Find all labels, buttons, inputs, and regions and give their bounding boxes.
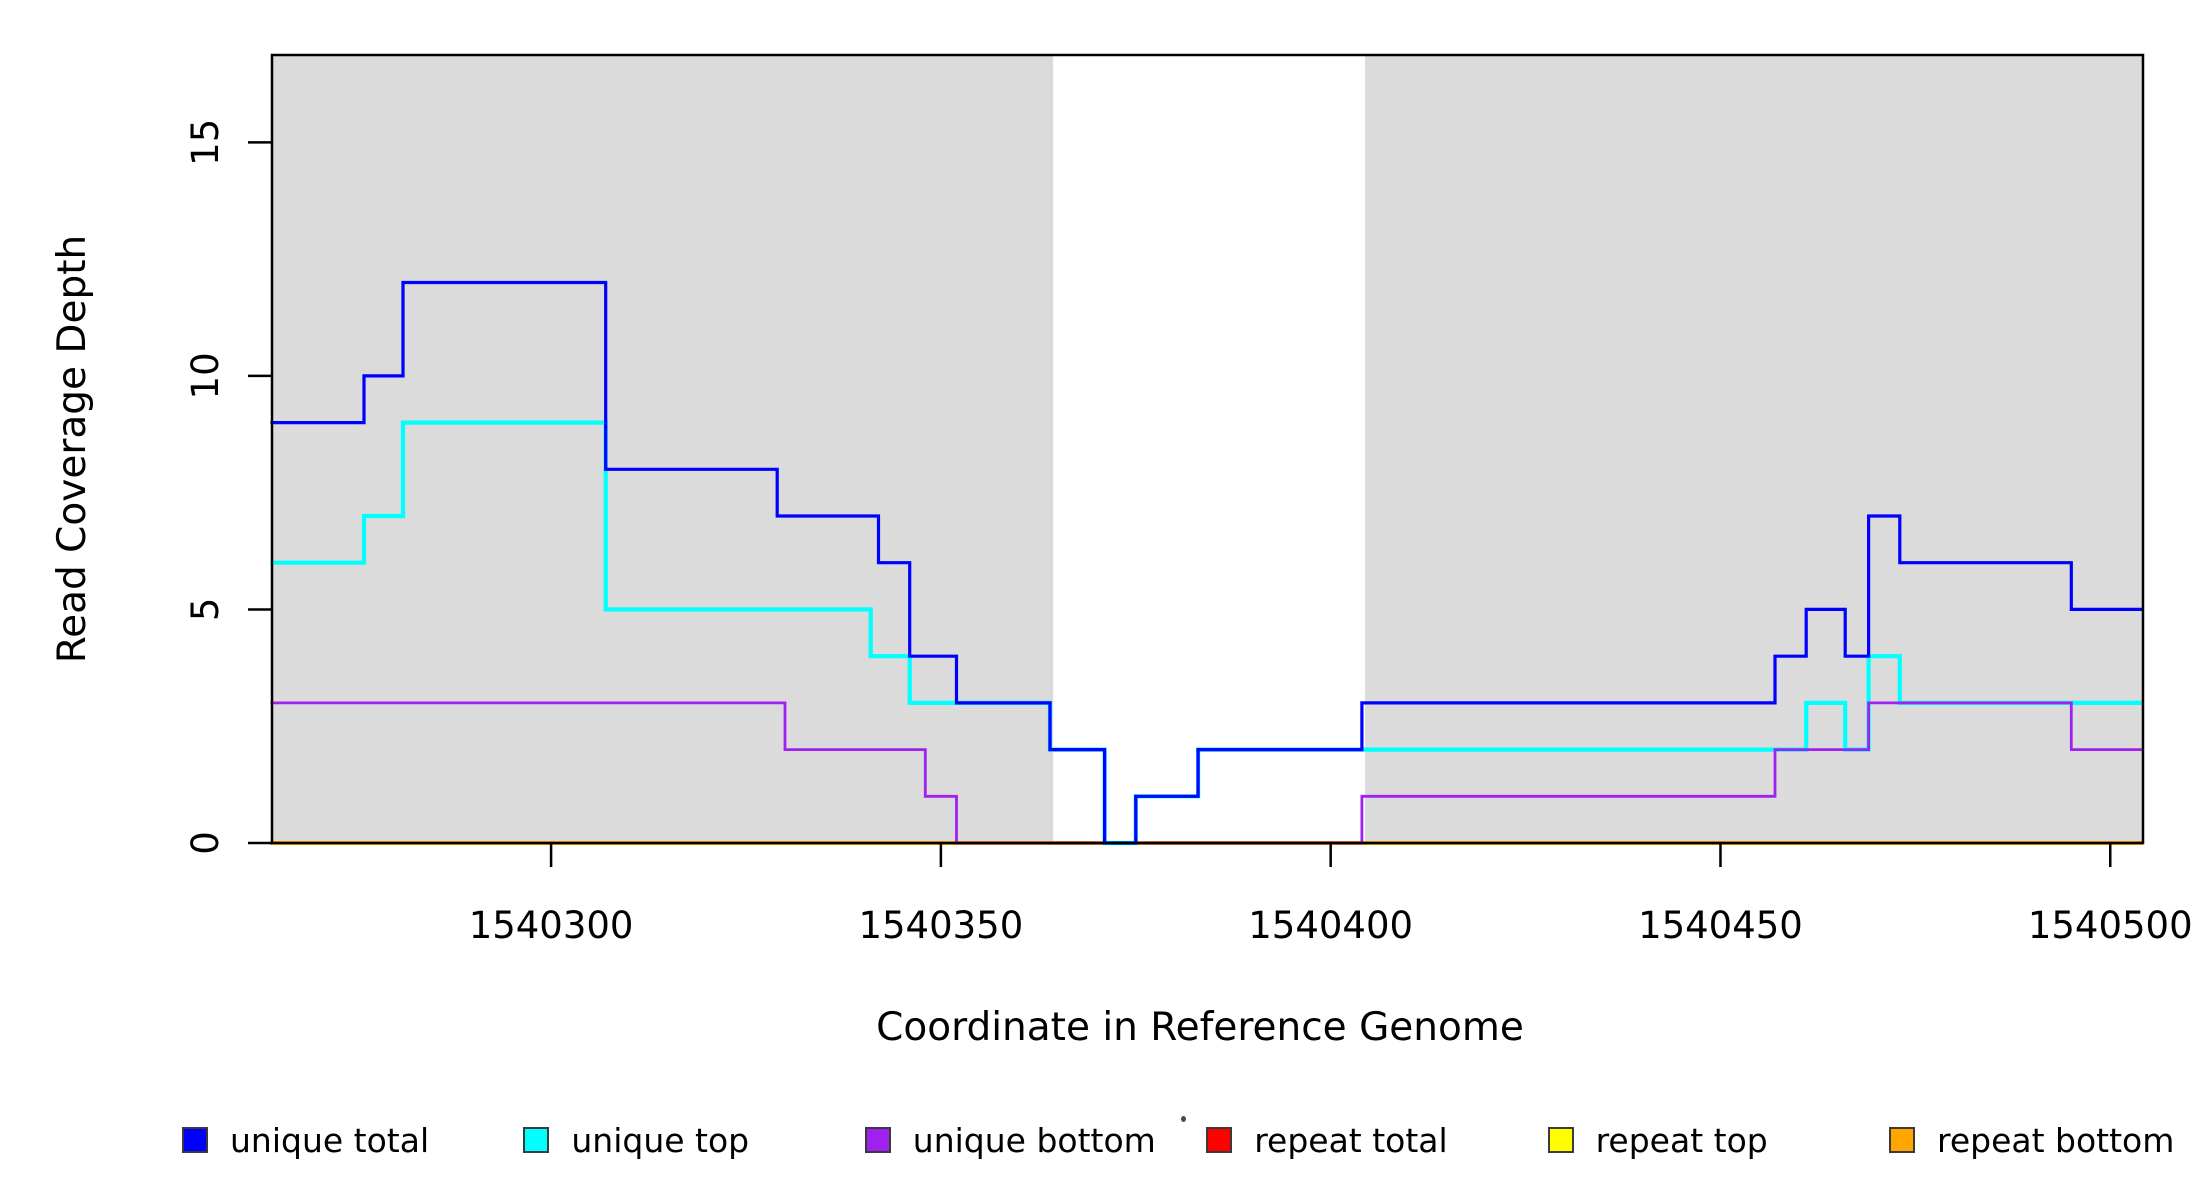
y-tick-label: 10 — [184, 352, 227, 399]
plot-border — [270, 53, 2145, 845]
legend-swatch-repeat-total — [1206, 1127, 1233, 1153]
legend-item-repeat-total: repeat total — [1206, 1120, 1448, 1160]
y-tick-label: 0 — [184, 831, 227, 855]
x-tick-label: 1540300 — [469, 904, 634, 947]
x-axis-title: Coordinate in Reference Genome — [876, 1005, 1524, 1050]
unique-region-shading — [1364, 55, 2143, 843]
legend-label-unique-total: unique total — [230, 1120, 430, 1160]
legend-swatch-unique-top — [523, 1127, 550, 1153]
legend-label-repeat-total: repeat total — [1254, 1120, 1448, 1160]
legend-item-unique-bottom: unique bottom — [864, 1120, 1156, 1160]
legend-label-unique-top: unique top — [571, 1120, 750, 1160]
x-tick-label: 1540350 — [858, 904, 1023, 947]
legend-item-unique-top: unique top — [523, 1120, 750, 1160]
legend-swatch-unique-bottom — [864, 1127, 891, 1153]
y-tick-label: 5 — [184, 598, 227, 622]
legend-item-repeat-bottom: repeat bottom — [1889, 1120, 2175, 1160]
x-tick-label: 1540400 — [1248, 904, 1413, 947]
x-tick-label: 1540500 — [2028, 904, 2193, 947]
y-axis-title: Read Coverage Depth — [50, 235, 95, 663]
y-tick-label: 15 — [184, 119, 227, 166]
legend-swatch-repeat-top — [1547, 1127, 1574, 1153]
unique-region-shading — [272, 55, 1054, 843]
stray-mark — [1181, 1116, 1186, 1122]
legend-swatch-unique-total — [182, 1127, 208, 1153]
series-unique-bottom-line — [270, 701, 2143, 845]
chart-legend: unique total unique top unique bottom repea… — [0, 1120, 2200, 1162]
legend-item-repeat-top: repeat top — [1547, 1120, 1768, 1160]
legend-label-repeat-bottom: repeat bottom — [1937, 1120, 2175, 1160]
legend-label-repeat-top: repeat top — [1595, 1120, 1768, 1160]
legend-item-unique-total: unique total — [182, 1120, 430, 1160]
legend-swatch-repeat-bottom — [1889, 1127, 1915, 1153]
x-tick-label: 1540450 — [1638, 904, 1803, 947]
legend-label-unique-bottom: unique bottom — [912, 1120, 1156, 1160]
axis-ticks-layer: 1540300 1540350 1540400 1540450 1540500 0 5 10 1… — [184, 119, 2193, 947]
unique-region-shading-layer — [272, 55, 2143, 843]
